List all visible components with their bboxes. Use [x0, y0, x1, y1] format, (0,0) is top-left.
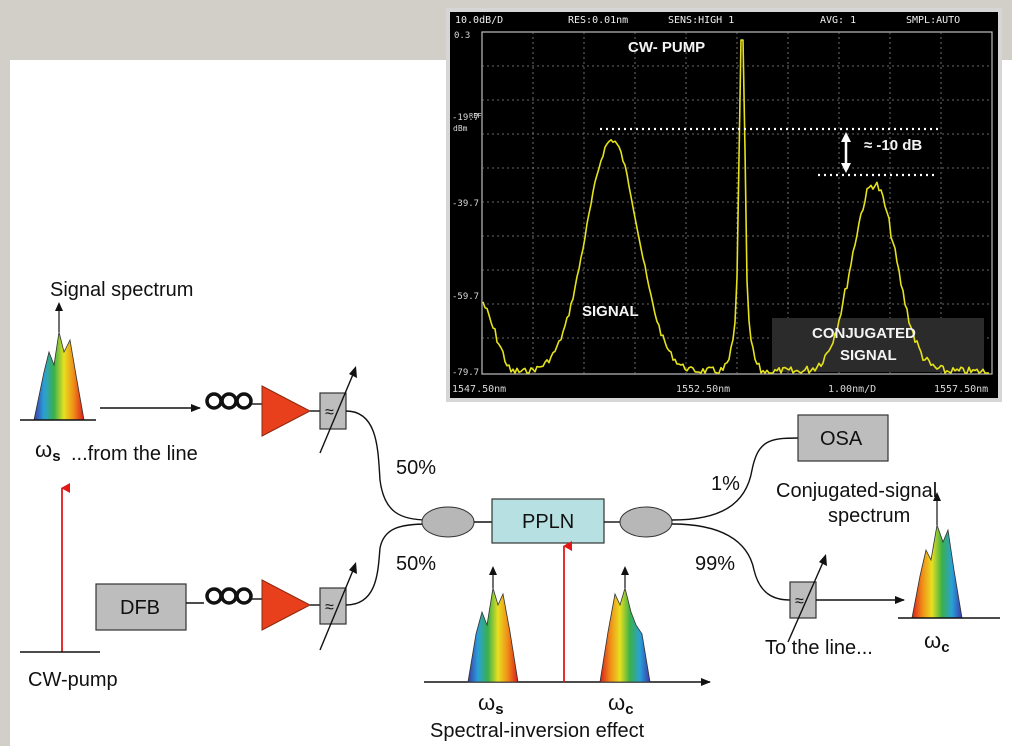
spectral-inversion-illustration — [424, 541, 711, 686]
signal-annotation: SIGNAL — [582, 303, 639, 320]
osa-header: 10.0dB/D RES:0.01nm SENS:HIGH 1 AVG: 1 S… — [455, 15, 960, 26]
tap-99-percent-label: 99% — [695, 553, 735, 575]
input-coupler — [421, 506, 475, 538]
osa-ylabel-0: 0.3 — [454, 31, 470, 41]
ppln-label: PPLN — [522, 511, 574, 533]
osa-avg-label: AVG: 1 — [820, 15, 856, 26]
osa-xlabel-stop: 1557.50nm — [934, 384, 988, 395]
osa-annotations: CW- PUMP ≈ -10 dB SIGNAL CONJUGATED SIGN… — [582, 39, 922, 364]
svg-text:≈: ≈ — [325, 404, 334, 421]
osa-x-labels: 1547.50nm 1552.50nm 1.00nm/D 1557.50nm — [452, 384, 988, 395]
inversion-omega-s: ωs — [478, 690, 504, 718]
osa-grid — [482, 32, 992, 374]
fiber-to-output — [671, 523, 791, 601]
osa-box — [797, 414, 889, 462]
svg-text:≈: ≈ — [325, 599, 334, 616]
osa-ylabel-3: -59.7 — [452, 292, 479, 302]
amplifier-top — [261, 385, 312, 437]
osa-xlabel-center: 1552.50nm — [676, 384, 730, 395]
osa-res-label: RES:0.01nm — [568, 15, 628, 26]
split-bottom-label: 50% — [396, 553, 436, 575]
inversion-omega-c: ωc — [608, 690, 634, 718]
signal-spectrum-title: Signal spectrum — [50, 279, 193, 301]
osa-ylabel-4: -79.7 — [452, 368, 479, 378]
from-the-line-label: ...from the line — [71, 443, 198, 465]
fiber-coil-top — [205, 392, 253, 410]
to-the-line-label: To the line... — [765, 637, 873, 659]
fiber-top-to-coupler — [345, 410, 429, 521]
fiber-bottom-to-coupler — [345, 523, 429, 606]
osa-xlabel-span: 1.00nm/D — [828, 384, 876, 395]
osa-scale-label: 10.0dB/D — [455, 15, 503, 26]
dfb-laser-box — [95, 583, 187, 631]
osa-ref-label: REF — [469, 112, 482, 120]
conjugated-spectrum-title-line1: Conjugated-signal — [776, 480, 937, 502]
osa-screen: 10.0dB/D RES:0.01nm SENS:HIGH 1 AVG: 1 S… — [446, 8, 1002, 402]
osa-ylabel-1: -19.7 — [452, 113, 479, 123]
conjugated-spectrum-title-line2: spectrum — [828, 505, 910, 527]
cw-pump-arrow — [20, 483, 100, 653]
conjugated-output-spectrum — [898, 492, 1000, 619]
conjugated-annotation-line2: SIGNAL — [840, 347, 897, 364]
split-top-label: 50% — [396, 457, 436, 479]
osa-spectrum-trace — [482, 39, 989, 374]
osa-sens-label: SENS:HIGH 1 — [668, 15, 734, 26]
conjugated-annotation-line1: CONJUGATED — [812, 325, 916, 342]
conjugated-label-box — [772, 318, 984, 372]
osa-box-label: OSA — [820, 428, 863, 450]
input-signal-spectrum — [20, 302, 96, 421]
output-coupler — [619, 506, 673, 538]
fiber-coil-bottom — [205, 587, 253, 605]
osa-xlabel-start: 1547.50nm — [452, 384, 506, 395]
cw-pump-label: CW-pump — [28, 669, 118, 691]
tunable-filter-bottom: ≈ — [319, 562, 357, 651]
amplifier-bottom — [261, 579, 312, 631]
level-difference-annotation: ≈ -10 dB — [864, 137, 922, 154]
osa-unit-label: dBm — [453, 124, 468, 133]
fiber-to-osa — [671, 437, 799, 521]
omega-c-symbol: ωc — [924, 628, 950, 656]
svg-text:≈: ≈ — [795, 593, 804, 610]
osa-smpl-label: SMPL:AUTO — [906, 15, 960, 26]
omega-s-symbol: ωs — [35, 437, 61, 465]
tap-1-percent-label: 1% — [711, 473, 740, 495]
osa-y-labels: 0.3 -19.7 REF dBm -39.7 -59.7 -79.7 — [452, 31, 482, 378]
osa-ylabel-2: -39.7 — [452, 199, 479, 209]
spectral-inversion-caption: Spectral-inversion effect — [430, 720, 645, 742]
ppln-crystal — [491, 498, 605, 544]
dfb-label: DFB — [120, 597, 160, 619]
cw-pump-annotation: CW- PUMP — [628, 39, 705, 56]
